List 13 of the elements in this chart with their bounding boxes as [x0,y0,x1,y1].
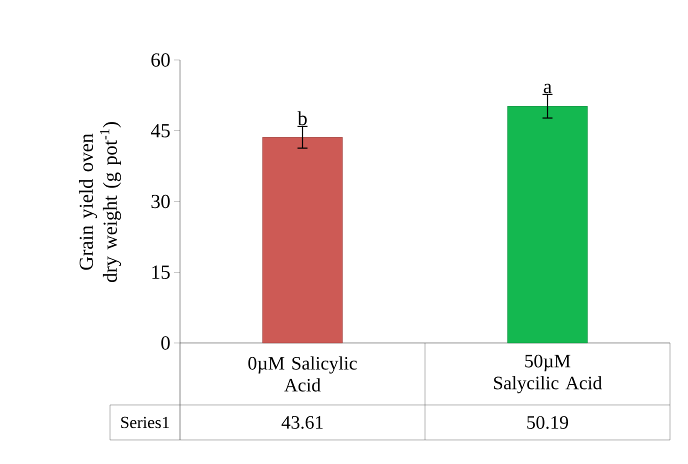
annotation: b [298,111,307,126]
y-tick-label: 45 [150,124,170,138]
y-tick-label: 30 [152,194,170,208]
x-tick-label: 0µM Salicylic Acid [248,356,357,392]
data-label: 43.61 [282,416,323,429]
x-tick-label: 50µM Salycilic Acid [494,354,602,394]
annotation: a [544,84,552,94]
y-tick-label: 0 [161,336,170,350]
y-axis-title: Grain yield oven dry weight (g pot$^{-1}$) [78,122,122,282]
text: Series1 [121,416,169,428]
y-tick-label: 15 [152,266,170,279]
data-label: 50.19 [527,416,568,429]
y-tick-label: 60 [151,53,170,67]
